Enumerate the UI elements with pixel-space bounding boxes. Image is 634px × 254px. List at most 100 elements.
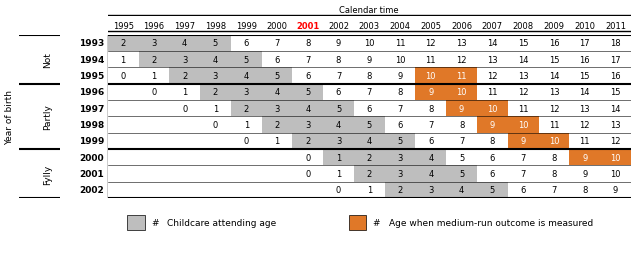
Bar [446,101,477,117]
Text: 15: 15 [518,39,528,48]
Bar [477,117,508,133]
Text: 8: 8 [305,39,311,48]
Text: 4: 4 [428,153,434,162]
Bar [354,149,385,166]
Bar [231,68,262,84]
Text: 3: 3 [182,55,188,65]
Text: 2006: 2006 [451,22,472,31]
Text: 9: 9 [336,39,341,48]
Text: 2: 2 [120,39,126,48]
Text: 2003: 2003 [359,22,380,31]
Text: 3: 3 [275,104,280,113]
Text: 13: 13 [487,55,498,65]
Text: 0: 0 [152,88,157,97]
Bar [323,149,354,166]
Bar [354,68,385,84]
Text: 5: 5 [275,72,280,81]
Text: 1999: 1999 [79,137,104,146]
Bar [169,68,200,84]
Bar [508,36,538,52]
Text: 6: 6 [489,169,495,178]
Bar [262,117,292,133]
Text: 2: 2 [305,137,311,146]
Text: 2002: 2002 [328,22,349,31]
Bar [354,84,385,101]
Bar [354,52,385,68]
Bar [600,117,631,133]
Text: 8: 8 [428,104,434,113]
Text: 1: 1 [182,88,187,97]
Text: Age when medium-run outcome is measured: Age when medium-run outcome is measured [389,218,593,227]
Bar [200,52,231,68]
Bar [508,133,538,149]
Text: 1996: 1996 [143,22,164,31]
Text: 1994: 1994 [79,55,104,65]
Text: 15: 15 [610,88,621,97]
Bar [415,149,446,166]
Bar [169,52,200,68]
Bar [538,84,569,101]
Text: 2001: 2001 [79,169,104,178]
Bar [231,84,262,101]
Text: 15: 15 [579,72,590,81]
Bar [354,101,385,117]
Text: Fylly: Fylly [43,164,53,184]
Text: 14: 14 [579,88,590,97]
Text: 12: 12 [425,39,436,48]
Bar [477,36,508,52]
Text: 2009: 2009 [543,22,564,31]
Text: 17: 17 [579,39,590,48]
Bar [477,101,508,117]
Bar [139,84,169,101]
Bar [569,182,600,198]
Bar [169,101,200,117]
Bar [231,117,262,133]
Text: 2004: 2004 [389,22,411,31]
Bar [139,68,169,84]
Text: Not: Not [43,52,53,68]
Text: 8: 8 [551,153,557,162]
Text: 7: 7 [521,169,526,178]
Text: 10: 10 [487,104,498,113]
Bar [385,68,415,84]
Text: 9: 9 [582,169,587,178]
Text: 13: 13 [518,72,529,81]
Text: 0: 0 [213,120,218,130]
Bar [446,52,477,68]
Bar [446,68,477,84]
Bar [538,149,569,166]
Text: 2: 2 [152,55,157,65]
Bar [323,133,354,149]
Text: 2: 2 [275,120,280,130]
Bar [477,52,508,68]
Text: 1998: 1998 [205,22,226,31]
Text: 13: 13 [610,120,621,130]
Text: 8: 8 [459,120,464,130]
Bar [139,36,169,52]
Bar [323,68,354,84]
Bar [569,117,600,133]
Text: 6: 6 [336,88,341,97]
Text: 1996: 1996 [79,88,104,97]
Text: 13: 13 [548,88,559,97]
Bar [415,117,446,133]
Text: 17: 17 [610,55,621,65]
Bar [446,84,477,101]
Bar [477,182,508,198]
Bar [446,133,477,149]
Bar [477,68,508,84]
Text: 1997: 1997 [79,104,104,113]
Bar [262,68,292,84]
Text: 0: 0 [305,169,311,178]
Text: 5: 5 [366,120,372,130]
Text: 10: 10 [548,137,559,146]
Bar [538,36,569,52]
Text: 0: 0 [182,104,187,113]
Text: 1: 1 [336,153,341,162]
Text: 10: 10 [364,39,375,48]
Text: Year of birth: Year of birth [5,89,14,144]
Text: 2: 2 [366,153,372,162]
Bar [169,36,200,52]
Bar [231,52,262,68]
Bar [292,133,323,149]
